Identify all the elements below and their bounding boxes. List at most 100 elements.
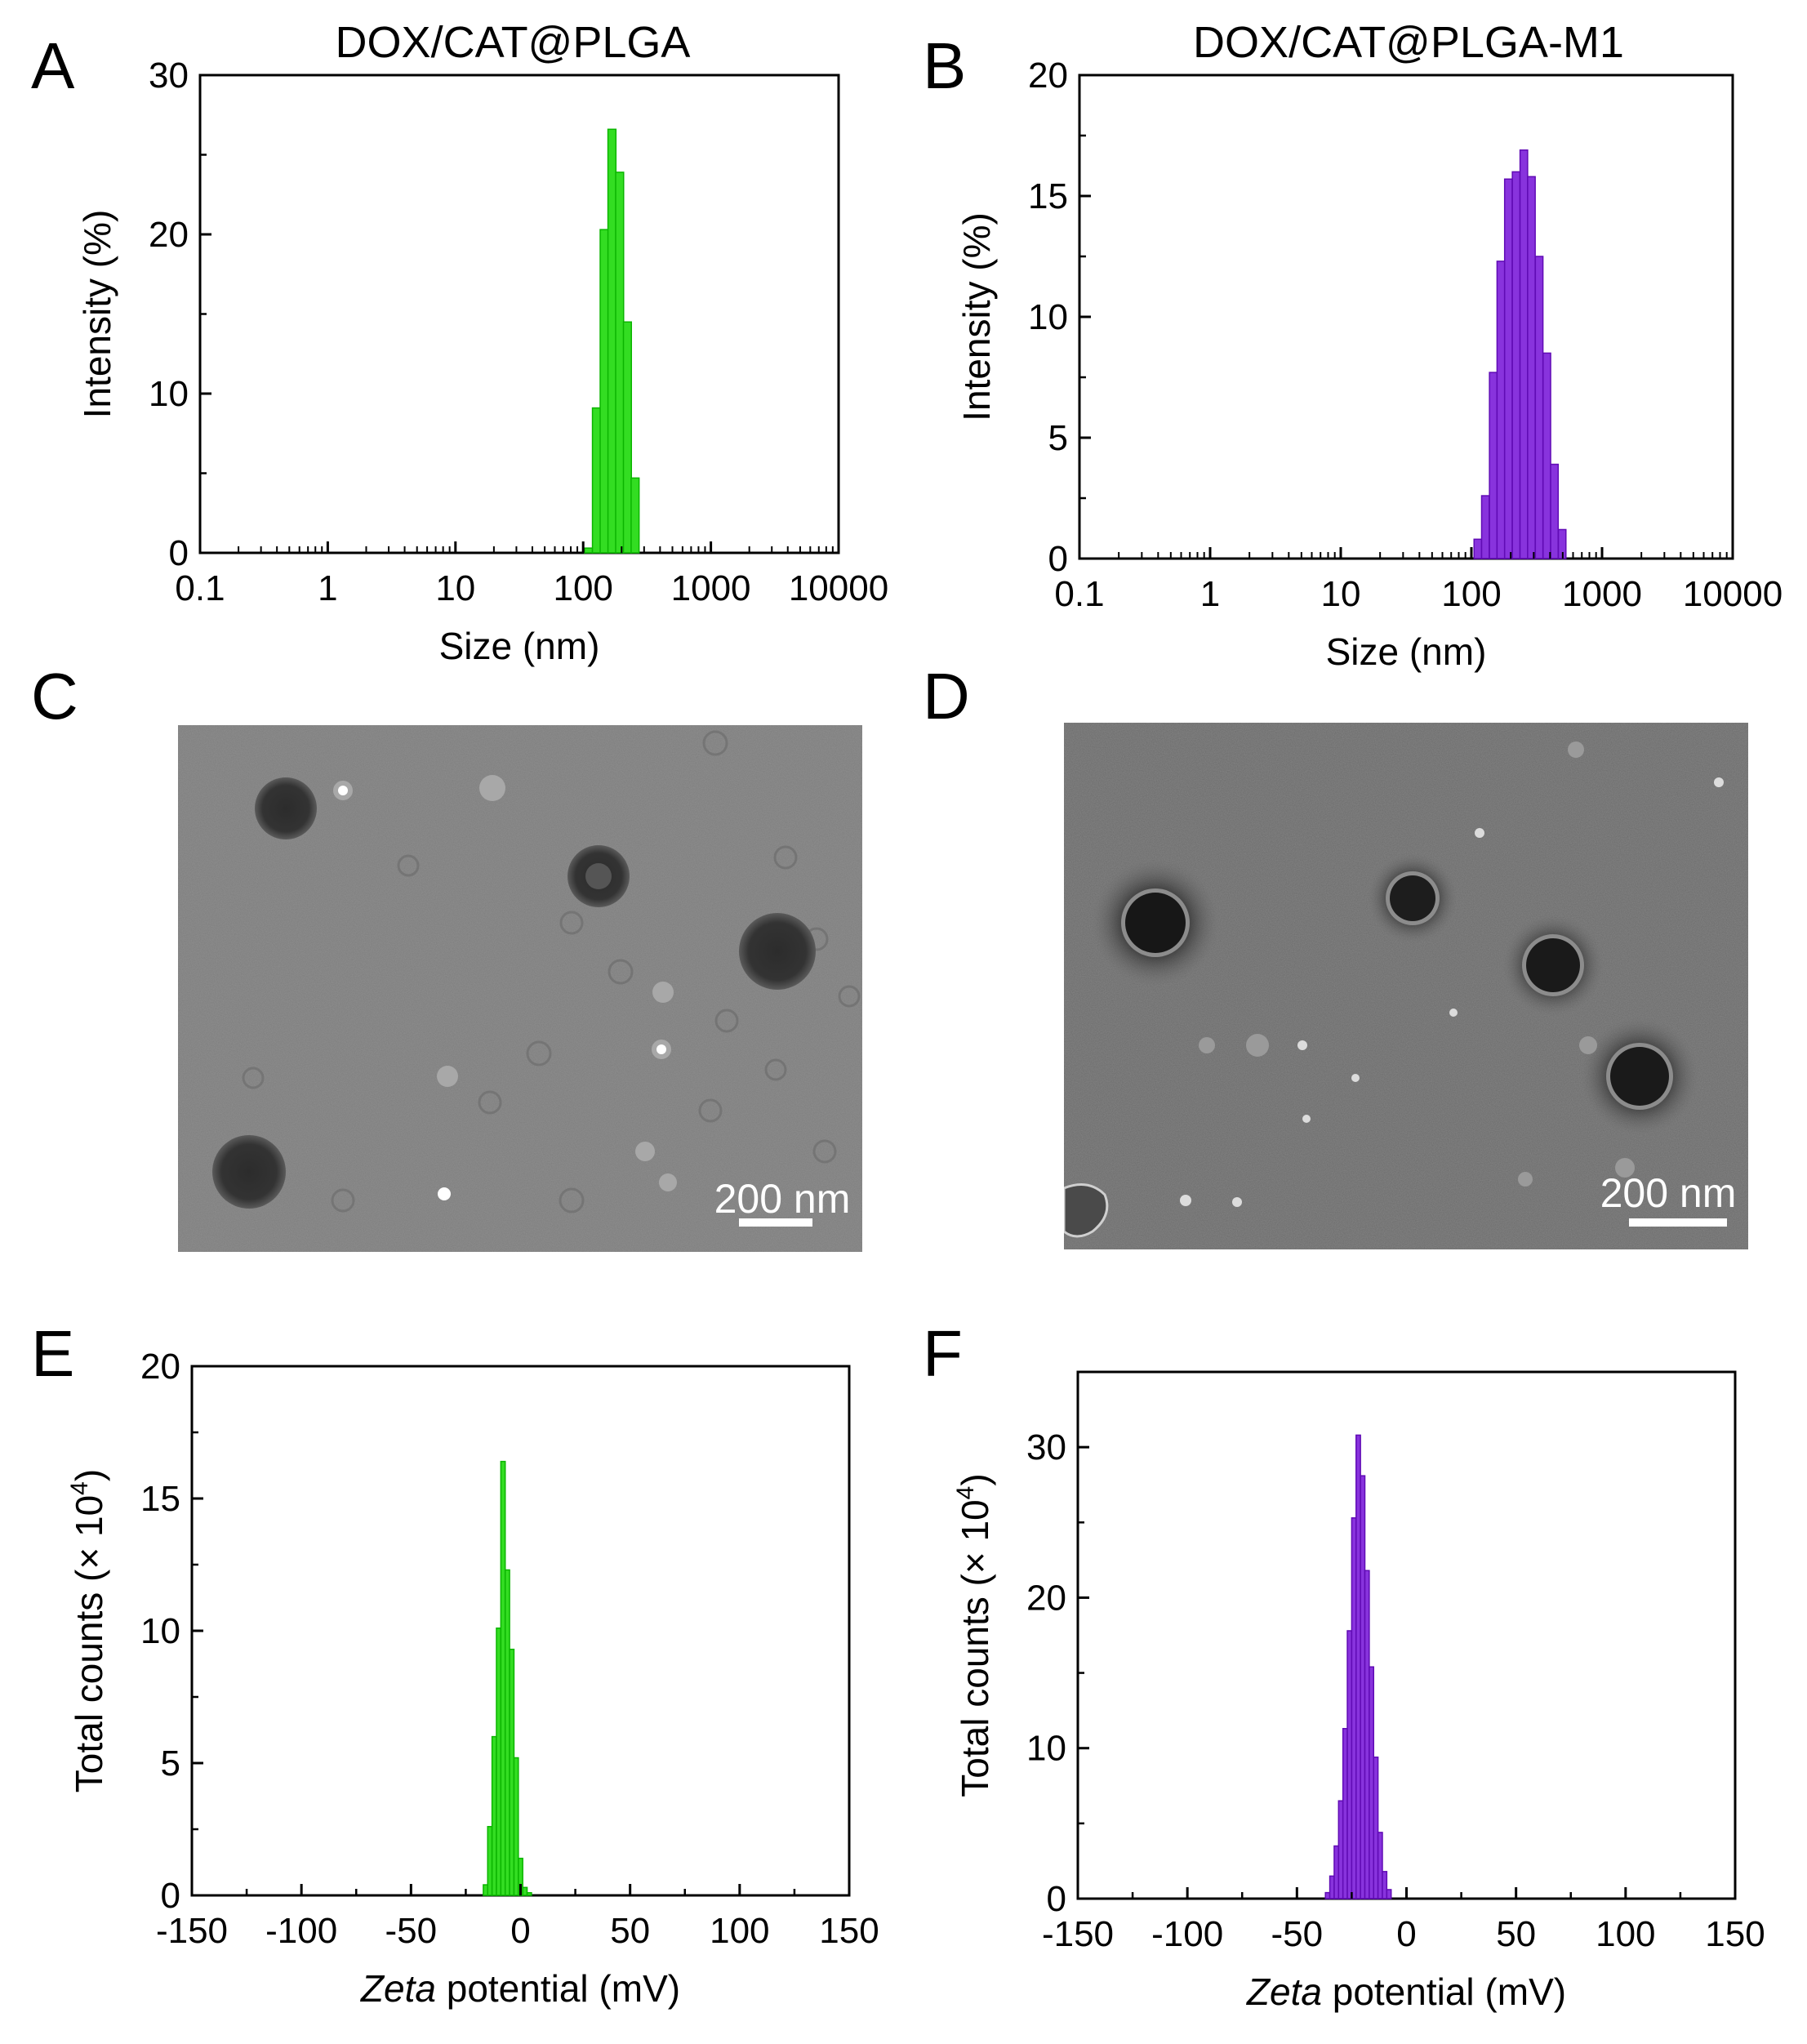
x-axis-label: Size (nm) <box>439 625 600 667</box>
x-tick-label: -100 <box>265 1911 337 1951</box>
histogram-bar <box>1364 1570 1370 1899</box>
panel-letter-f: F <box>923 1317 963 1390</box>
x-tick-label: -150 <box>1042 1914 1114 1954</box>
y-tick-label: 0 <box>1047 1879 1066 1919</box>
x-tick-label: 1000 <box>671 568 751 608</box>
histogram-bar <box>1542 352 1551 559</box>
histogram-bar <box>1489 372 1498 559</box>
panel-letter-c: C <box>31 660 78 733</box>
panel-letter-a: A <box>31 29 75 102</box>
y-tick-label: 15 <box>1028 176 1068 216</box>
panel-letter-d: D <box>923 660 970 733</box>
histogram-bar <box>1503 178 1513 559</box>
histogram-bar <box>622 321 633 554</box>
size-distribution-chart-a: 0 10 20 30 0.1 1 10 100 1000 10000 Size (nm) Intens… <box>76 56 888 667</box>
x-tick-label: 100 <box>553 568 612 608</box>
scale-bar-c <box>739 1218 812 1227</box>
histogram-bar <box>1550 463 1560 559</box>
plot-frame <box>190 1365 851 1897</box>
histogram-bar <box>1329 1875 1335 1899</box>
plot-frame <box>1076 1370 1737 1900</box>
histogram-bar <box>522 1886 528 1896</box>
x-tick-label: 150 <box>1705 1914 1765 1954</box>
panel-letter-e: E <box>31 1317 74 1390</box>
x-tick-label: 1000 <box>1562 574 1642 614</box>
histogram-bar <box>491 1735 497 1896</box>
panel-b-title: DOX/CAT@PLGA-M1 <box>1193 18 1624 67</box>
y-tick-label: 20 <box>1028 56 1068 96</box>
histogram-bar <box>591 407 602 554</box>
histogram-bar <box>1480 495 1490 559</box>
x-tick-label: 150 <box>819 1911 879 1951</box>
x-tick-label: 0 <box>1396 1914 1416 1954</box>
histogram-bar <box>607 128 617 554</box>
histogram-bar <box>513 1757 519 1896</box>
y-axis-label: Intensity (%) <box>76 210 118 419</box>
histogram-bar <box>1511 171 1521 559</box>
histogram-bar <box>1369 1666 1374 1899</box>
x-tick-label: 100 <box>1441 574 1501 614</box>
y-tick-label: 15 <box>140 1479 180 1519</box>
plot-frame <box>1078 73 1734 560</box>
histogram-bar <box>1346 1630 1353 1899</box>
y-tick-label: 5 <box>1048 418 1068 458</box>
histogram-bar <box>1360 1475 1366 1899</box>
histogram-bar <box>1527 176 1536 559</box>
histogram-bar <box>1333 1845 1340 1899</box>
histogram-bar <box>483 1884 489 1896</box>
y-tick-label: 20 <box>1026 1578 1066 1618</box>
histogram-bar <box>1355 1434 1361 1899</box>
histogram-bar <box>1351 1517 1357 1899</box>
y-tick-label: 0 <box>169 533 189 573</box>
histogram-bar <box>487 1826 493 1896</box>
panel-a-title: DOX/CAT@PLGA <box>336 18 691 67</box>
histogram-bar <box>1382 1871 1388 1899</box>
y-tick-label: 10 <box>1028 297 1068 337</box>
y-tick-label: 10 <box>149 374 189 414</box>
histogram-bar <box>615 171 625 554</box>
y-tick-label: 30 <box>149 56 189 96</box>
x-tick-label: 100 <box>1596 1914 1655 1954</box>
x-tick-label: -50 <box>385 1911 438 1951</box>
x-tick-label: 10 <box>1321 574 1361 614</box>
plot-frame <box>198 73 840 554</box>
y-tick-label: 10 <box>140 1611 180 1651</box>
histogram-bar <box>1386 1889 1392 1899</box>
histogram-bar <box>1473 538 1483 559</box>
x-tick-label: 0 <box>510 1911 530 1951</box>
x-tick-label: 100 <box>710 1911 769 1951</box>
histogram-bar <box>1373 1757 1379 1899</box>
histogram-bar <box>496 1628 502 1896</box>
x-axis-label: Zeta potential (mV) <box>360 1967 680 2010</box>
histogram-bar <box>1324 1891 1331 1899</box>
histogram-bar <box>1519 149 1529 559</box>
x-tick-label: -100 <box>1151 1914 1223 1954</box>
histogram-bar <box>1377 1832 1383 1899</box>
zeta-potential-chart-e: 0 5 10 15 20 -150 -100 -50 0 50 100 150 Zeta potenti… <box>66 1347 879 2010</box>
histogram-bar <box>1534 256 1544 559</box>
scale-bar-label-c: 200 nm <box>714 1176 851 1222</box>
x-tick-label: 50 <box>1496 1914 1536 1954</box>
histogram-bar <box>504 1569 510 1896</box>
panel-letter-b: B <box>923 29 966 102</box>
y-axis-label: Intensity (%) <box>955 212 998 421</box>
x-tick-label: 0.1 <box>175 568 225 608</box>
y-tick-label: 30 <box>1026 1427 1066 1467</box>
y-axis-label: Total counts (× 104) <box>952 1473 996 1797</box>
histogram-bar <box>1342 1728 1348 1899</box>
histogram-bar <box>500 1460 506 1896</box>
y-tick-label: 20 <box>140 1347 180 1387</box>
y-tick-label: 10 <box>1026 1729 1066 1769</box>
scale-bar-label-d: 200 nm <box>1600 1170 1737 1216</box>
histogram-bar <box>630 477 640 554</box>
x-tick-label: -50 <box>1271 1914 1324 1954</box>
x-tick-label: -150 <box>156 1911 228 1951</box>
histogram-bar <box>526 1892 532 1896</box>
size-distribution-chart-b: 0 5 10 15 20 0.1 1 10 100 1000 10000 Size (nm) Inten… <box>955 56 1783 673</box>
y-tick-label: 5 <box>161 1743 180 1783</box>
x-tick-label: 10 <box>435 568 475 608</box>
histogram-bar <box>1496 261 1506 559</box>
x-tick-label: 1 <box>318 568 337 608</box>
tem-image-d: 200 nm <box>1064 723 1748 1249</box>
